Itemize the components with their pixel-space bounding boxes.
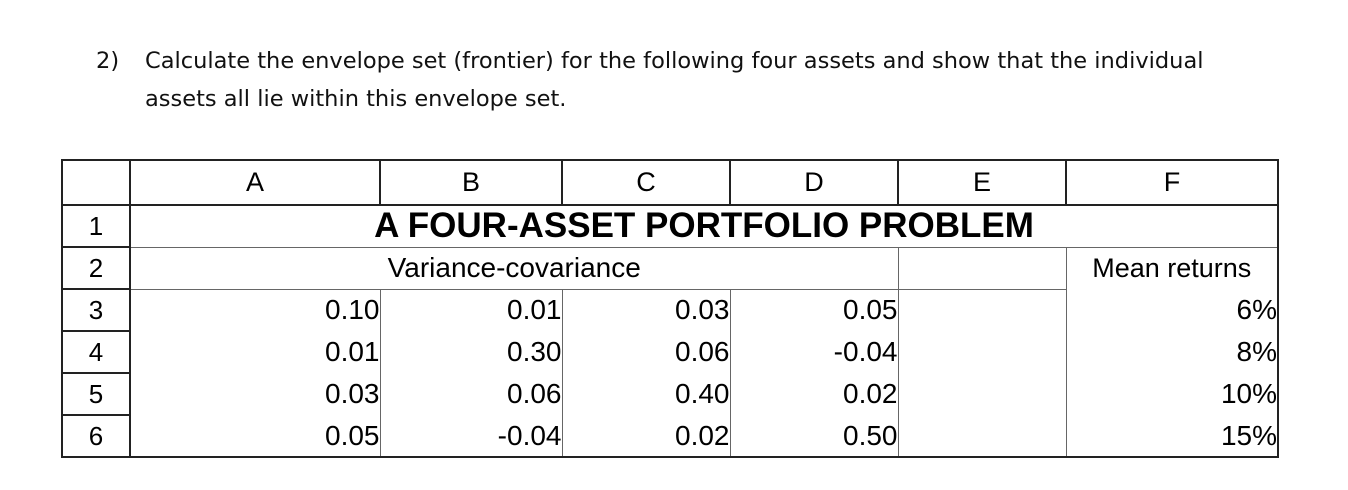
matrix-cell: 0.02 [730,373,899,415]
variance-covariance-label: Variance-covariance [129,246,898,289]
row-number: 1 [61,204,131,248]
table-row: 4 0.01 0.30 0.06 -0.04 8% [61,330,1279,374]
matrix-cell: 0.30 [380,331,563,373]
matrix-cell: -0.04 [380,415,563,458]
mean-return-cell: 6% [1066,289,1279,331]
corner-cell [61,159,131,206]
table-row: 2 Variance-covariance Mean returns [61,246,1279,290]
matrix-cell: 0.03 [562,288,731,331]
column-header-f: F [1065,159,1279,206]
mean-return-cell: 10% [1066,373,1279,415]
matrix-cell: 0.01 [380,288,563,331]
column-header-b: B [379,159,563,206]
matrix-cell: 0.40 [562,373,731,415]
row-number: 6 [61,414,131,458]
empty-cell [898,331,1067,373]
empty-cell [898,373,1067,415]
column-header-d: D [729,159,899,206]
table-row: 6 0.05 -0.04 0.02 0.50 15% [61,414,1279,458]
empty-cell [898,288,1067,331]
empty-cell [897,246,1067,289]
question-text: Calculate the envelope set (frontier) fo… [145,42,1305,118]
question-line-2: assets all lie within this envelope set. [145,86,567,112]
matrix-cell: 0.05 [730,288,899,331]
row-number: 5 [61,372,131,416]
matrix-cell: 0.06 [562,331,731,373]
empty-cell [898,415,1067,458]
matrix-cell: 0.50 [730,415,899,458]
column-header-a: A [129,159,381,206]
matrix-cell: 0.05 [129,415,381,458]
sheet-title: A FOUR-ASSET PORTFOLIO PROBLEM [129,204,1279,247]
question-number: 2) [96,48,120,74]
spreadsheet-table: A B C D E F 1 A FOUR-ASSET PORTFOLIO PRO… [61,159,1279,458]
matrix-cell: 0.03 [129,373,381,415]
column-header-c: C [561,159,731,206]
matrix-cell: 0.06 [380,373,563,415]
matrix-cell: 0.02 [562,415,731,458]
mean-return-cell: 8% [1066,331,1279,373]
row-number: 3 [61,288,131,332]
matrix-cell: 0.01 [129,331,381,373]
column-header-row: A B C D E F [61,159,1279,206]
row-number: 2 [61,246,131,290]
row-number: 4 [61,330,131,374]
column-header-e: E [897,159,1067,206]
matrix-cell: -0.04 [730,331,899,373]
table-row: 5 0.03 0.06 0.40 0.02 10% [61,372,1279,416]
mean-returns-label: Mean returns [1066,246,1279,289]
table-row: 1 A FOUR-ASSET PORTFOLIO PROBLEM [61,204,1279,248]
table-row: 3 0.10 0.01 0.03 0.05 6% [61,288,1279,332]
matrix-cell: 0.10 [129,288,381,331]
mean-return-cell: 15% [1066,415,1279,458]
question-line-1: Calculate the envelope set (frontier) fo… [145,48,1204,74]
